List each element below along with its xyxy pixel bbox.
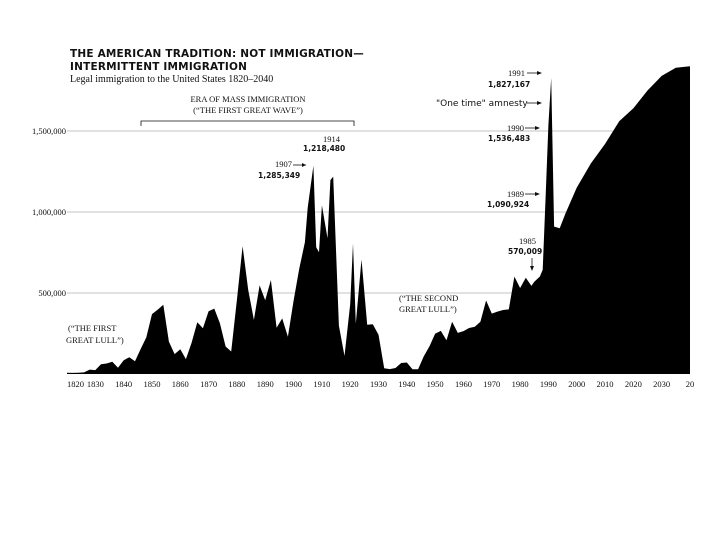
first-lull-line-2: GREAT LULL”) bbox=[66, 335, 124, 345]
annotation-1985-year: 1985 bbox=[519, 236, 536, 246]
annotation-1990-year: 1990 bbox=[507, 123, 524, 133]
x-tick-label: 1930 bbox=[370, 379, 387, 389]
x-tick-label: 2030 bbox=[653, 379, 670, 389]
annotation-1985-value: 570,009 bbox=[508, 247, 542, 256]
annotation-1914-value: 1,218,480 bbox=[303, 144, 345, 153]
era-bracket: ERA OF MASS IMMIGRATION (“THE FIRST GREA… bbox=[140, 94, 355, 126]
x-tick-label: 2010 bbox=[597, 379, 614, 389]
annotation-1914-year: 1914 bbox=[323, 134, 341, 144]
annotation-1907-year: 1907 bbox=[275, 159, 292, 169]
x-tick-label: 1840 bbox=[115, 379, 132, 389]
first-lull-line-1: (“THE FIRST bbox=[68, 323, 117, 333]
y-tick-label: 500,000 bbox=[38, 288, 66, 298]
x-tick-label: 1900 bbox=[285, 379, 302, 389]
x-tick-label: 1950 bbox=[427, 379, 444, 389]
x-tick-label: 1870 bbox=[200, 379, 217, 389]
x-tick-label: 1980 bbox=[512, 379, 529, 389]
second-lull-line-2: GREAT LULL”) bbox=[399, 304, 457, 314]
annotation-1907-value: 1,285,349 bbox=[258, 171, 300, 180]
annotation-1991: 1991 1,827,167 bbox=[488, 68, 542, 89]
annotation-1989-value: 1,090,924 bbox=[487, 200, 529, 209]
chart-title-line-1: THE AMERICAN TRADITION: NOT IMMIGRATION— bbox=[70, 48, 364, 60]
x-tick-label: 1960 bbox=[455, 379, 472, 389]
annotation-1991-value: 1,827,167 bbox=[488, 80, 530, 89]
x-tick-label: 1990 bbox=[540, 379, 557, 389]
annotation-1914: 1914 1,218,480 bbox=[303, 134, 345, 153]
x-tick-label: 1940 bbox=[398, 379, 415, 389]
x-tick-label: 1850 bbox=[143, 379, 160, 389]
x-axis: 1820 1830 1840 1850 1860 1870 1880 1890 1900 1910… bbox=[67, 379, 694, 389]
x-tick-label: 1890 bbox=[257, 379, 274, 389]
chart-subtitle: Legal immigration to the United States 1… bbox=[70, 74, 273, 85]
x-tick-label: 2020 bbox=[625, 379, 642, 389]
x-tick-label: 20 bbox=[686, 379, 695, 389]
second-lull-line-1: (“THE SECOND bbox=[399, 293, 458, 303]
amnesty-label: "One time" amnesty bbox=[436, 99, 528, 109]
amnesty-annotation: "One time" amnesty bbox=[436, 99, 542, 109]
y-axis: 500,000 1,000,000 1,500,000 bbox=[32, 126, 66, 298]
era-label-line-2: (“THE FIRST GREAT WAVE”) bbox=[193, 105, 303, 115]
annotation-1989: 1989 1,090,924 bbox=[487, 189, 540, 209]
annotation-1985: 1985 570,009 bbox=[508, 236, 542, 271]
annotation-1990: 1990 1,536,483 bbox=[488, 123, 540, 143]
x-tick-label: 2000 bbox=[568, 379, 585, 389]
x-tick-label: 1920 bbox=[342, 379, 359, 389]
annotation-1989-year: 1989 bbox=[507, 189, 524, 199]
annotation-1990-value: 1,536,483 bbox=[488, 134, 530, 143]
chart-title-line-2: INTERMITTENT IMMIGRATION bbox=[70, 61, 247, 73]
x-tick-label: 1880 bbox=[228, 379, 245, 389]
x-tick-label: 1910 bbox=[313, 379, 330, 389]
immigration-area bbox=[67, 66, 690, 374]
annotation-1991-year: 1991 bbox=[508, 68, 525, 78]
y-tick-label: 1,000,000 bbox=[32, 207, 66, 217]
x-tick-label: 1830 bbox=[87, 379, 104, 389]
x-tick-label: 1970 bbox=[483, 379, 500, 389]
x-tick-label: 1860 bbox=[172, 379, 189, 389]
era-label-line-1: ERA OF MASS IMMIGRATION bbox=[190, 94, 305, 104]
annotation-1907: 1907 1,285,349 bbox=[258, 159, 306, 180]
x-tick-label: 1820 bbox=[67, 379, 84, 389]
y-tick-label: 1,500,000 bbox=[32, 126, 66, 136]
